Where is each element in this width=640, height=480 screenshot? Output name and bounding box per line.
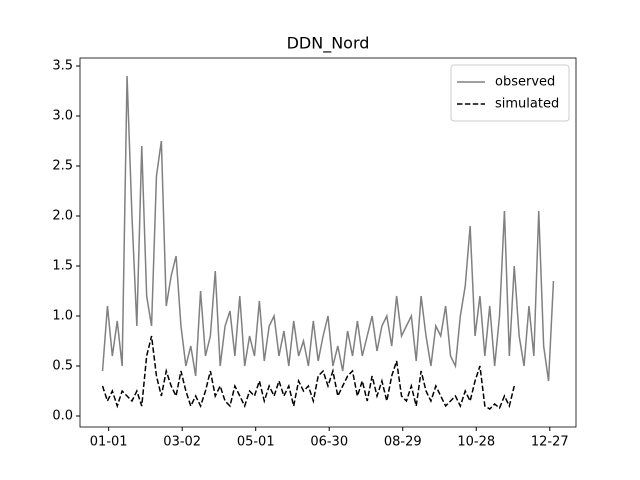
legend-label: observed: [495, 75, 555, 90]
axes-frame: [79, 57, 577, 428]
x-tick-label: 03-02: [163, 435, 201, 450]
data-line: [101, 75, 555, 382]
x-tick-label: 06-30: [310, 435, 348, 450]
y-tick-label: 1.5: [52, 259, 73, 274]
y-tick-label: 2.0: [52, 209, 73, 224]
x-tick-label: 01-01: [90, 435, 128, 450]
x-tick-label: 12-27: [531, 435, 569, 450]
y-tick-label: 1.0: [52, 309, 73, 324]
x-tick-label: 05-01: [237, 435, 275, 450]
x-tick-label: 08-29: [384, 435, 422, 450]
legend-box: [450, 64, 570, 122]
chart-title: DDN_Nord: [287, 34, 370, 54]
y-tick-label: 3.0: [52, 109, 73, 124]
legend-label: simulated: [495, 97, 559, 112]
y-tick-label: 0.0: [52, 409, 73, 424]
y-tick-label: 0.5: [52, 359, 73, 374]
data-line: [101, 335, 515, 410]
y-tick-label: 2.5: [52, 159, 73, 174]
x-tick-label: 10-28: [457, 435, 495, 450]
y-tick-label: 3.5: [52, 59, 73, 74]
